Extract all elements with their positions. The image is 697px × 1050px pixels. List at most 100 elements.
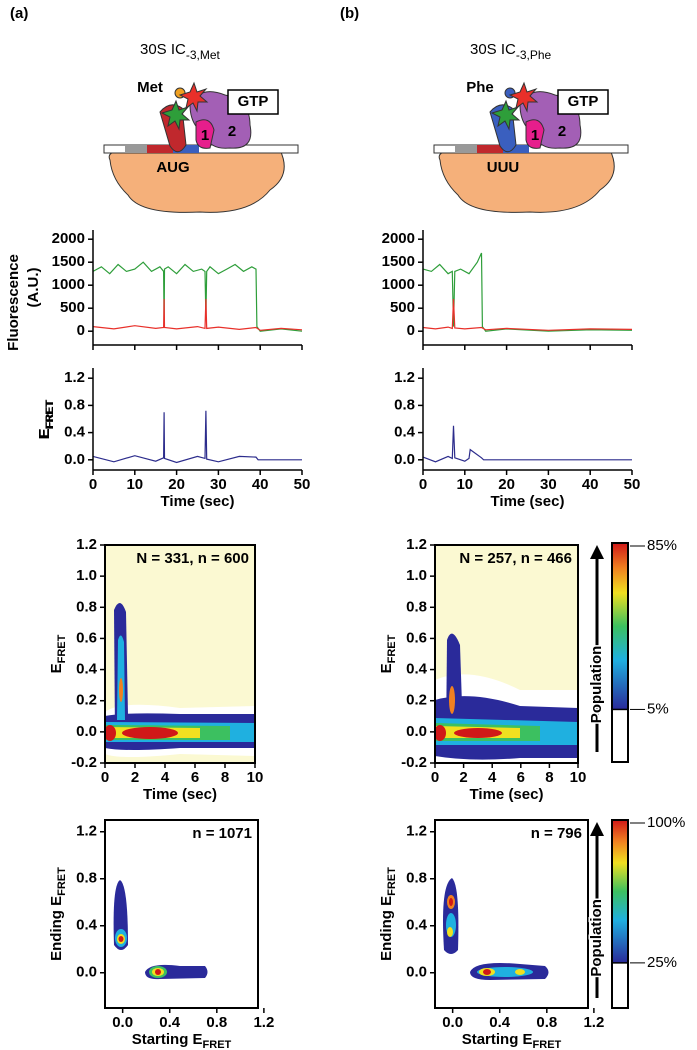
- gtp-label: GTP: [238, 93, 269, 110]
- y-tick-label: 0.4: [406, 661, 428, 678]
- gtp-box: [557, 89, 609, 115]
- x-tick-label: 2: [459, 769, 467, 786]
- y-tick-label: 0: [77, 322, 85, 339]
- y-tick-label: 0.8: [64, 396, 85, 413]
- x-tick-label: 0: [419, 476, 427, 493]
- annotation: N = 331, n = 600: [136, 550, 249, 567]
- plot-frame: [434, 819, 589, 1009]
- if2-label: 2: [228, 123, 236, 140]
- colorbar-min: 25%: [647, 954, 677, 971]
- if1-label: 1: [201, 127, 209, 144]
- panel-label: (a): [10, 5, 28, 22]
- colorbar-label: Population: [588, 899, 605, 977]
- y-tick-label: 0.8: [76, 598, 97, 615]
- colorbar-gradient: [612, 543, 628, 710]
- y-axis-label-sub: FRET: [44, 400, 56, 429]
- annotation: N = 257, n = 466: [459, 550, 572, 567]
- y-tick-label: 1.2: [394, 369, 415, 386]
- x-tick-label: 30: [540, 476, 557, 493]
- y-axis-label: (A.U.): [25, 268, 42, 308]
- y-tick-label: 0.4: [76, 661, 98, 678]
- cy3-star: [160, 99, 191, 131]
- mrna-segment: [503, 145, 529, 153]
- y-tick-label: 0.0: [76, 964, 97, 981]
- x-tick-label: 20: [168, 476, 185, 493]
- mrna-segment: [477, 145, 503, 153]
- colorbar-frame: [611, 819, 629, 1009]
- if1: [525, 119, 545, 149]
- ribosome-30s: [438, 149, 615, 213]
- x-axis-label: Time (sec): [470, 786, 544, 803]
- y-axis-label-main: Ending E: [378, 896, 395, 961]
- x-axis-label-sub: FRET: [533, 1039, 562, 1050]
- y-axis-label-sub: FRET: [44, 399, 56, 428]
- annotation: n = 796: [531, 825, 582, 842]
- y-tick-label: 0.8: [406, 598, 427, 615]
- plot-frame: [104, 819, 259, 1009]
- x-tick-label: 2: [131, 769, 139, 786]
- x-tick-label: 8: [221, 769, 229, 786]
- panel-title-main: 30S IC: [140, 41, 186, 58]
- gtp-box: [227, 89, 279, 115]
- ribosome-30s: [108, 149, 285, 213]
- y-tick-label: 1000: [52, 276, 85, 293]
- y-tick-label: 0.8: [76, 870, 97, 887]
- if2-label: 2: [558, 123, 566, 140]
- cy3-star: [490, 99, 521, 131]
- plot-frame: [104, 544, 256, 764]
- codon-label: UUU: [487, 159, 520, 176]
- x-tick-label: 4: [488, 769, 497, 786]
- mrna-segment: [125, 145, 147, 153]
- x-axis-label-main: Time (sec): [470, 786, 544, 803]
- x-axis-label-main: Starting E: [462, 1031, 533, 1048]
- x-axis-label-main: Time (sec): [491, 493, 565, 510]
- x-tick-label: 10: [456, 476, 473, 493]
- y-tick-label: 500: [60, 299, 85, 316]
- x-tick-label: 8: [545, 769, 553, 786]
- trace: [422, 252, 633, 332]
- x-tick-label: 50: [294, 476, 311, 493]
- annotation: n = 1071: [192, 825, 252, 842]
- if1: [195, 119, 215, 149]
- y-tick-label: 2000: [52, 230, 85, 247]
- codon-label: AUG: [156, 159, 189, 176]
- y-tick-label: 0.6: [76, 629, 97, 646]
- y-tick-label: 1.2: [406, 536, 427, 553]
- trace: [92, 298, 303, 331]
- y-axis-label-main: E: [36, 429, 53, 439]
- y-tick-label: 1.2: [406, 823, 427, 840]
- y-tick-label: 0.0: [394, 451, 415, 468]
- y-tick-label: 0.2: [406, 692, 427, 709]
- cy5-star: [178, 81, 209, 113]
- y-axis-label-sub: FRET: [386, 634, 398, 663]
- x-tick-label: 20: [498, 476, 515, 493]
- y-axis-label: Ending EFRET: [48, 867, 68, 961]
- y-tick-label: 1500: [52, 253, 85, 270]
- x-tick-label: 0.4: [159, 1014, 181, 1031]
- x-tick-label: 30: [210, 476, 227, 493]
- trace: [92, 410, 302, 464]
- colorbar-gradient: [612, 820, 628, 963]
- colorbar-max: 100%: [647, 814, 685, 831]
- x-axis-label: Time (sec): [491, 493, 565, 510]
- y-tick-label: 1.2: [76, 536, 97, 553]
- y-axis-label: EFRET: [48, 634, 68, 673]
- trna-label: Met: [137, 79, 163, 96]
- panel-title-sub: -3,Phe: [516, 48, 552, 62]
- gtp-label: GTP: [568, 93, 599, 110]
- tdp-density: [113, 878, 549, 980]
- y-axis-label: EFRET: [378, 634, 398, 673]
- colorbar-max: 85%: [647, 537, 677, 554]
- y-axis-label-main: E: [36, 428, 53, 438]
- y-tick-label: 0.4: [76, 917, 98, 934]
- y-tick-label: 0.8: [406, 870, 427, 887]
- y-tick-label: 0.0: [406, 964, 427, 981]
- x-axis-label-main: Time (sec): [161, 493, 235, 510]
- y-tick-label: 0.2: [76, 692, 97, 709]
- ic-diagram: GTP Phe 1 2 UUU: [433, 79, 629, 213]
- mrna-segment: [455, 145, 477, 153]
- colorbar-arrowhead: [590, 822, 604, 836]
- mrna-segment: [173, 145, 199, 153]
- if1-label: 1: [531, 127, 539, 144]
